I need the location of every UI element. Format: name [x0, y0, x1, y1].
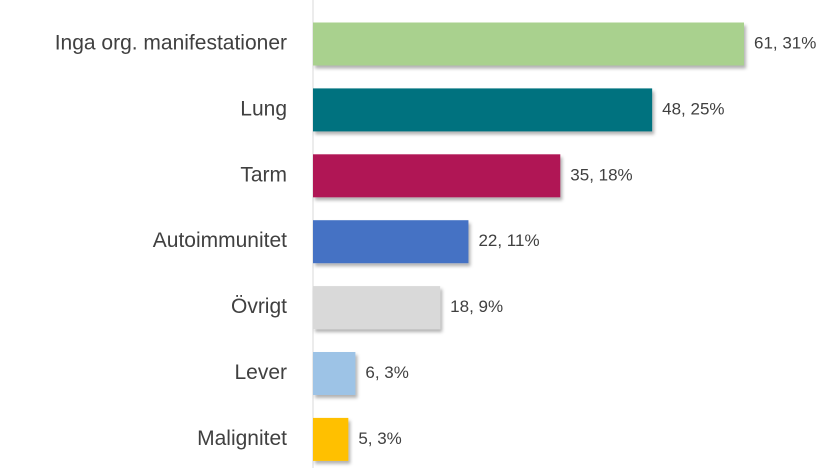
- value-label: 48, 25%: [662, 99, 724, 118]
- value-label: 5, 3%: [358, 429, 401, 448]
- bar: [313, 22, 744, 66]
- bar: [313, 88, 653, 132]
- value-label: 18, 9%: [450, 297, 503, 316]
- category-label: Lung: [240, 97, 287, 120]
- bar: [313, 352, 356, 395]
- category-label: Autoimmunitet: [153, 229, 287, 252]
- bar: [313, 154, 561, 198]
- category-label: Tarm: [240, 163, 287, 186]
- category-label: Lever: [234, 361, 287, 384]
- category-label: Övrigt: [231, 295, 287, 318]
- bar: [313, 220, 469, 264]
- category-label: Malignitet: [197, 427, 287, 450]
- value-label: 22, 11%: [478, 231, 539, 250]
- category-label: Inga org. manifestationer: [55, 32, 287, 55]
- value-label: 6, 3%: [365, 363, 408, 382]
- value-label: 35, 18%: [570, 165, 632, 184]
- bar: [313, 417, 349, 461]
- value-label: 61, 31%: [754, 33, 816, 52]
- bar: [313, 286, 441, 330]
